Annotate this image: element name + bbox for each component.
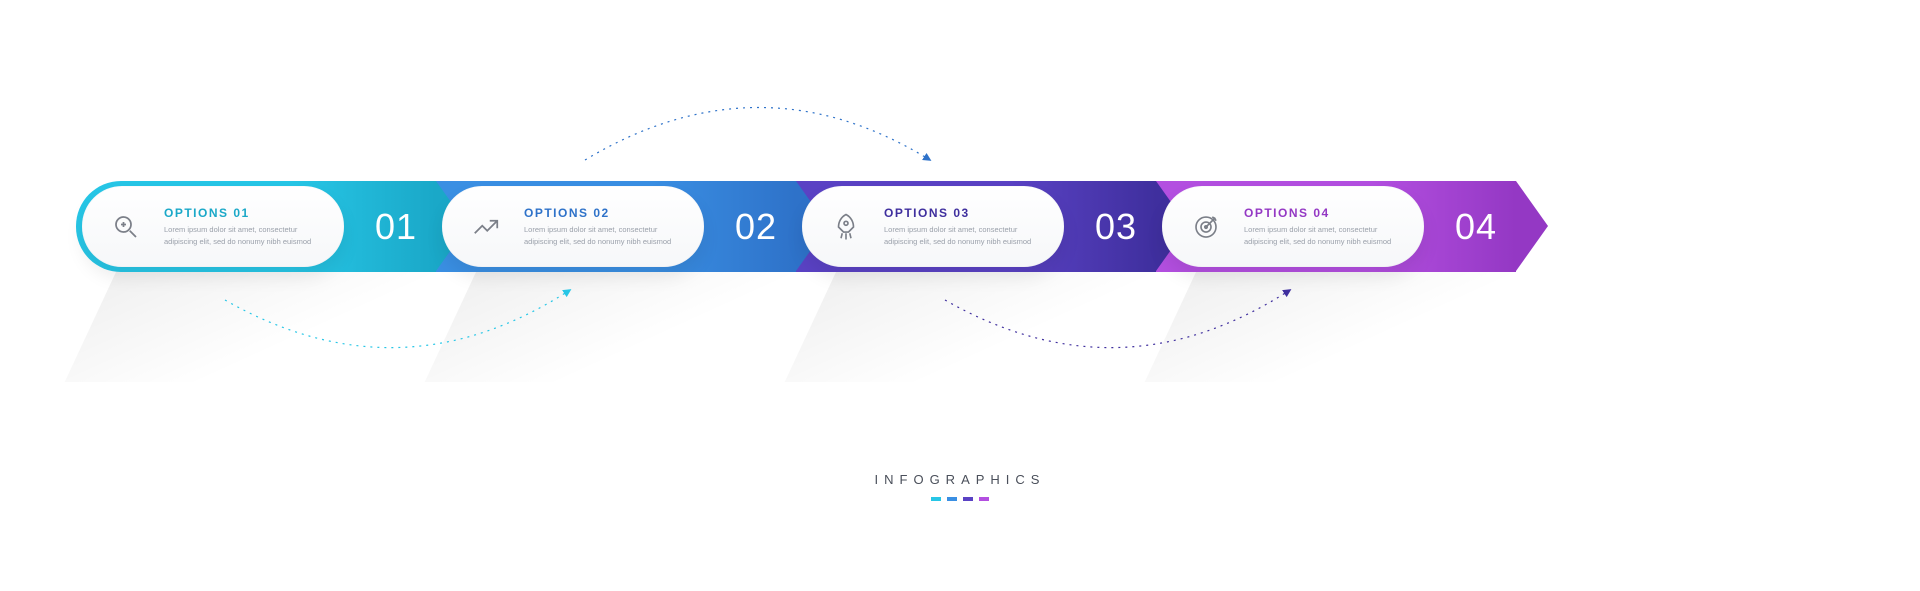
swatch [931,497,941,501]
swatch [963,497,973,501]
step-number: 04 [1440,181,1512,272]
swatch [979,497,989,501]
step-pill: OPTIONS 04 Lorem ipsum dolor sit amet, c… [1162,186,1424,267]
step-03: OPTIONS 03 Lorem ipsum dolor sit amet, c… [796,181,1156,272]
step-pill: OPTIONS 01 Lorem ipsum dolor sit amet, c… [82,186,344,267]
footer-swatches [0,497,1920,501]
step-title: OPTIONS 03 [884,206,1044,220]
magnifier-icon [104,212,148,242]
step-number: 02 [720,181,792,272]
rocket-icon [824,212,868,242]
step-02: OPTIONS 02 Lorem ipsum dolor sit amet, c… [436,181,796,272]
step-title: OPTIONS 02 [524,206,684,220]
step-pill: OPTIONS 03 Lorem ipsum dolor sit amet, c… [802,186,1064,267]
step-desc: Lorem ipsum dolor sit amet, consectetur … [164,224,324,247]
target-icon [1184,212,1228,242]
growth-icon [464,212,508,242]
swatch [947,497,957,501]
step-desc: Lorem ipsum dolor sit amet, consectetur … [1244,224,1404,247]
infographic-canvas: OPTIONS 01 Lorem ipsum dolor sit amet, c… [0,0,1920,591]
step-desc: Lorem ipsum dolor sit amet, consectetur … [884,224,1044,247]
step-pill: OPTIONS 02 Lorem ipsum dolor sit amet, c… [442,186,704,267]
steps-row: OPTIONS 01 Lorem ipsum dolor sit amet, c… [76,181,1516,272]
step-desc: Lorem ipsum dolor sit amet, consectetur … [524,224,684,247]
step-04: OPTIONS 04 Lorem ipsum dolor sit amet, c… [1156,181,1516,272]
step-number: 03 [1080,181,1152,272]
step-01: OPTIONS 01 Lorem ipsum dolor sit amet, c… [76,181,436,272]
step-title: OPTIONS 01 [164,206,324,220]
footer: INFOGRAPHICS [0,472,1920,501]
step-number: 01 [360,181,432,272]
step-title: OPTIONS 04 [1244,206,1404,220]
footer-label: INFOGRAPHICS [0,472,1920,487]
